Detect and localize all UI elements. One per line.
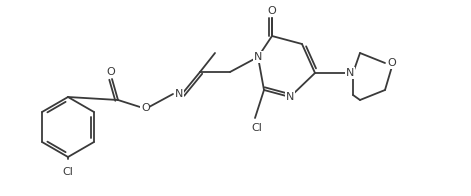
Text: O: O [268,6,276,16]
Text: O: O [141,103,150,113]
Text: O: O [387,58,396,68]
Text: N: N [346,68,354,78]
Text: Cl: Cl [252,123,262,133]
Text: Cl: Cl [63,167,73,177]
Text: O: O [106,67,115,77]
Text: N: N [175,89,183,99]
Text: N: N [254,52,262,62]
Text: N: N [286,92,294,102]
